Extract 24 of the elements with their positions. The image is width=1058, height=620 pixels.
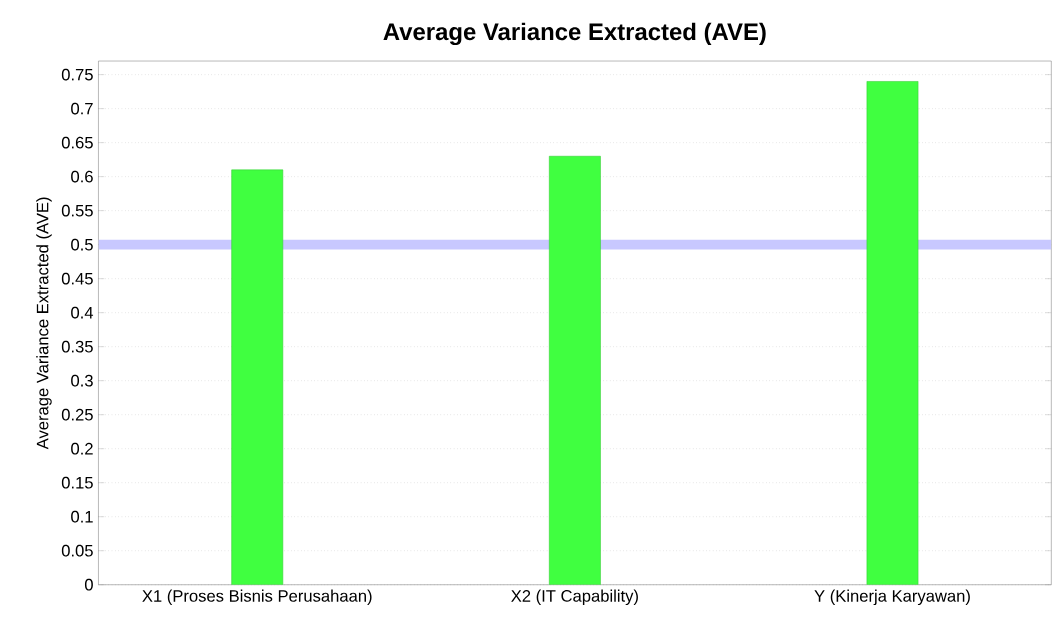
x-tick-label: X2 (IT Capability) [511,589,638,606]
y-tick-label: 0.1 [71,510,93,523]
y-tick-label: 0.7 [71,102,93,115]
y-tick-label: 0.15 [61,476,93,489]
y-tick-label: 0.2 [71,442,93,455]
bar [231,169,284,585]
y-tick-label: 0.6 [71,170,93,183]
y-axis-title: Average Variance Extracted (AVE) [36,197,52,450]
y-tick-label: 0.45 [61,272,93,285]
bar [866,81,919,585]
x-tick-label: Y (Kinerja Karyawan) [814,589,970,606]
y-tick-label: 0.5 [71,238,93,251]
chart-title: Average Variance Extracted (AVE) [383,22,766,45]
y-tick-label: 0.55 [61,204,93,217]
y-tick-label: 0.35 [61,340,93,353]
y-tick-label: 0.75 [61,68,93,81]
y-tick-label: 0.05 [61,544,93,557]
y-tick-label: 0.4 [71,306,94,319]
y-tick-label: 0.65 [61,136,93,149]
bar [549,155,601,585]
y-tick-label: 0 [84,578,93,591]
y-tick-label: 0.3 [71,374,93,387]
x-tick-label: X1 (Proses Bisnis Perusahaan) [142,589,372,605]
y-tick-label: 0.25 [61,408,93,421]
